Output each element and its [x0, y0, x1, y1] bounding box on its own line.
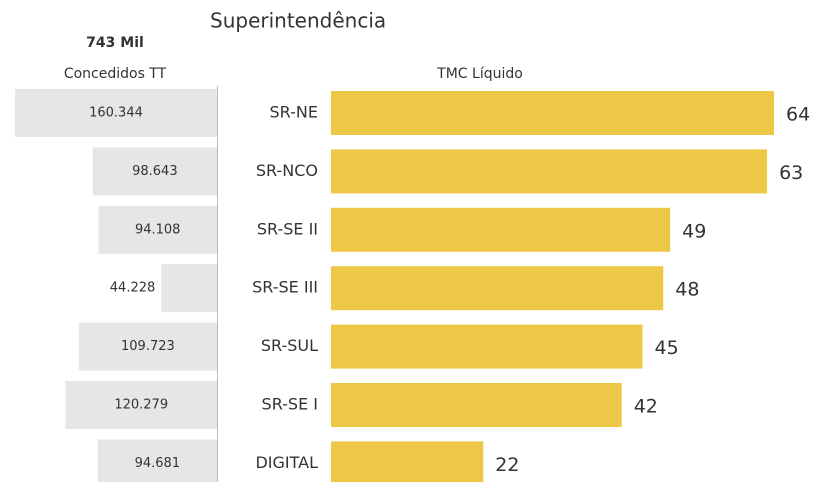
- value-label: 160.344: [89, 106, 143, 121]
- bar: [331, 149, 768, 194]
- bar: [78, 322, 217, 371]
- bar: [65, 381, 217, 429]
- category-label: DIGITAL: [255, 453, 318, 472]
- bar: [98, 205, 217, 254]
- bar: [331, 324, 643, 369]
- value-label: 120.279: [114, 398, 168, 413]
- category-label: SR-NCO: [256, 161, 318, 180]
- value-label: 49: [682, 220, 706, 242]
- value-label: 64: [786, 104, 810, 126]
- right-title: TMC Líquido: [436, 66, 523, 82]
- bar: [331, 266, 664, 311]
- bar: [97, 439, 217, 482]
- summary: 743 Mil: [86, 35, 144, 51]
- value-label: 45: [654, 337, 678, 359]
- category-label: SR-NE: [270, 103, 318, 122]
- bar: [331, 91, 774, 135]
- value-label: 94.681: [135, 456, 181, 471]
- value-label: 98.643: [132, 164, 178, 179]
- value-label: 109.723: [121, 339, 175, 354]
- value-label: 42: [634, 396, 658, 418]
- category-label: SR-SE III: [252, 278, 318, 297]
- value-label: 94.108: [135, 222, 181, 237]
- category-label: SR-SE I: [262, 395, 318, 414]
- bar: [161, 264, 217, 313]
- bar: [331, 207, 671, 252]
- value-label: 48: [675, 279, 699, 301]
- title: Superintendência: [210, 9, 386, 33]
- bar: [92, 147, 217, 196]
- value-label: 63: [779, 162, 803, 184]
- bar: [331, 383, 622, 427]
- value-label: 44.228: [110, 281, 156, 296]
- bar: [331, 441, 484, 482]
- category-label: SR-SUL: [261, 336, 318, 355]
- value-label: 22: [495, 454, 519, 476]
- category-label: SR-SE II: [257, 219, 318, 238]
- left-title: Concedidos TT: [64, 66, 167, 82]
- bar: [15, 89, 217, 137]
